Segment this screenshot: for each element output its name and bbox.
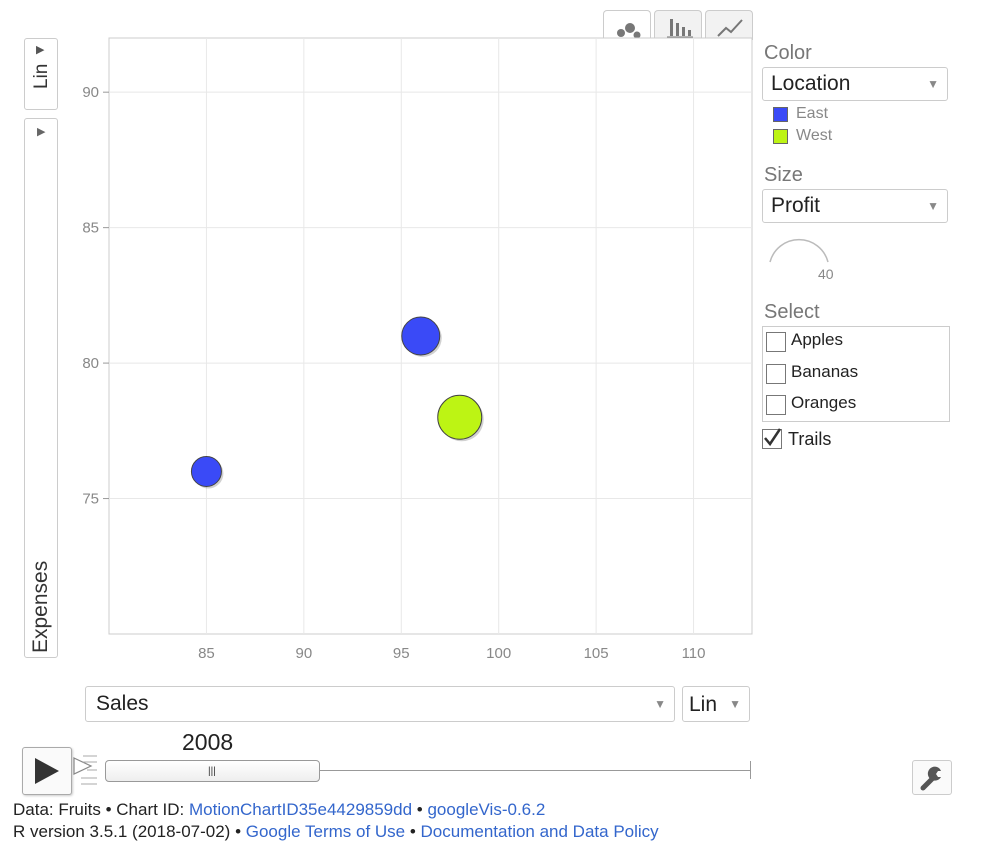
chart-id-link[interactable]: MotionChartID35e4429859dd	[189, 800, 413, 819]
time-slider-handle[interactable]: |||	[105, 760, 320, 782]
bubble-chart-icon	[617, 23, 641, 39]
time-slider-track[interactable]	[106, 770, 751, 771]
play-icon	[35, 758, 59, 784]
speed-control-icon[interactable]	[73, 752, 99, 786]
x-tick-label: 85	[198, 645, 215, 662]
plot-svg[interactable]: 85 90 95 100 105 110 75 80 85 90	[0, 0, 1008, 690]
time-slider-end-tick	[750, 761, 751, 779]
select-item-label[interactable]: Bananas	[791, 361, 859, 381]
legend-label: West	[796, 127, 833, 144]
trails-checkbox[interactable]	[762, 428, 782, 449]
color-select-value: Location	[771, 72, 851, 95]
legend-swatch	[773, 107, 788, 122]
select-title: Select	[764, 301, 820, 323]
y-scale-select[interactable]: Lin ▶	[24, 38, 58, 110]
select-item-label[interactable]: Oranges	[791, 393, 857, 412]
y-tick-label: 80	[82, 355, 99, 372]
wrench-icon	[920, 766, 941, 791]
footer-line-1: Data: Fruits • Chart ID: MotionChartID35…	[13, 800, 545, 820]
line-chart-tab[interactable]	[705, 10, 753, 40]
size-legend-icon	[769, 238, 829, 263]
data-bubble[interactable]	[437, 394, 483, 440]
y-variable-select[interactable]: ▶ Expenses	[24, 118, 58, 658]
select-item-checkbox[interactable]	[766, 363, 786, 384]
bar-chart-tab[interactable]	[654, 10, 702, 40]
x-tick-label: 100	[486, 645, 511, 662]
size-select-value: Profit	[771, 194, 821, 217]
data-bubble[interactable]	[401, 316, 441, 356]
x-scale-label: Lin	[689, 693, 718, 716]
footer-data-text: Data: Fruits • Chart ID:	[13, 800, 189, 819]
select-list	[762, 326, 950, 422]
legend-swatch	[773, 129, 788, 144]
x-variable-select[interactable]: Sales ▼	[85, 686, 675, 722]
chevron-right-icon: ▶	[37, 126, 46, 138]
checkmark-icon	[764, 428, 782, 447]
legend-label: East	[796, 105, 829, 122]
line-chart-icon	[717, 19, 743, 37]
size-select[interactable]: Profit ▼	[762, 189, 948, 223]
x-tick-label: 105	[584, 645, 609, 662]
chevron-down-icon: ▶	[36, 44, 45, 56]
x-variable-label: Sales	[96, 692, 149, 715]
grip-icon: |||	[208, 766, 216, 777]
trails-label: Trails	[788, 429, 832, 449]
color-select[interactable]: Location ▼	[762, 67, 948, 101]
footer-line-2: R version 3.5.1 (2018-07-02) • Google Te…	[13, 822, 659, 842]
terms-link[interactable]: Google Terms of Use	[245, 822, 406, 841]
y-tick-label: 90	[82, 84, 99, 101]
policy-link[interactable]: Documentation and Data Policy	[420, 822, 659, 841]
y-tick-label: 75	[82, 491, 99, 508]
size-legend-value: 40	[818, 266, 834, 282]
select-item-checkbox[interactable]	[766, 395, 786, 415]
data-bubble[interactable]	[190, 455, 222, 487]
footer-sep: •	[412, 800, 428, 819]
play-button[interactable]	[22, 747, 72, 795]
settings-button[interactable]	[912, 760, 952, 795]
x-tick-label: 90	[296, 645, 313, 662]
color-title: Color	[764, 42, 812, 64]
size-title: Size	[764, 164, 803, 186]
x-tick-label: 95	[393, 645, 410, 662]
chevron-down-icon: ▼	[729, 697, 741, 711]
bubble-chart-tab[interactable]	[603, 10, 651, 41]
select-item-label[interactable]: Apples	[791, 330, 843, 349]
x-tick-label: 110	[682, 645, 706, 662]
package-link[interactable]: googleVis-0.6.2	[427, 800, 546, 819]
select-item-checkbox[interactable]	[766, 332, 786, 352]
footer-version-text: R version 3.5.1 (2018-07-02) •	[13, 822, 246, 841]
footer-sep: •	[405, 822, 421, 841]
chevron-down-icon: ▼	[654, 697, 666, 711]
chevron-down-icon: ▼	[927, 77, 939, 91]
y-tick-label: 85	[82, 220, 99, 237]
x-scale-select[interactable]: Lin ▼	[682, 686, 750, 722]
bar-chart-icon	[667, 19, 693, 38]
year-label: 2008	[182, 729, 234, 755]
chevron-down-icon: ▼	[927, 199, 939, 213]
